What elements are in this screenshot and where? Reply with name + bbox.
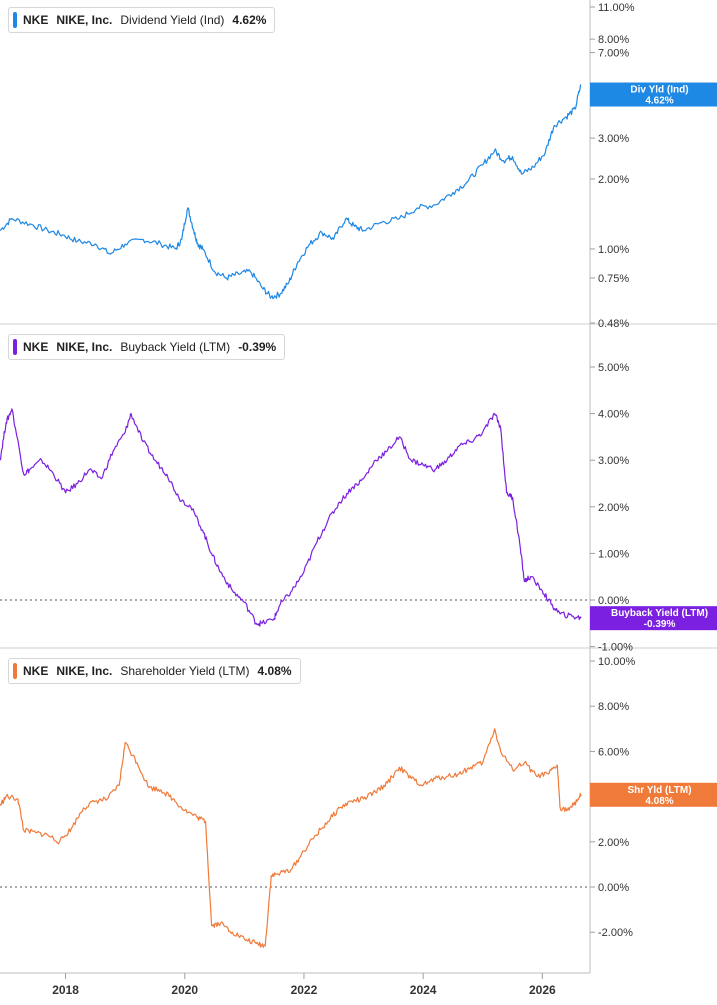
legend-ticker: NKE	[23, 340, 49, 354]
y-tick-label: 2.00%	[598, 174, 629, 186]
y-tick-label: 1.00%	[598, 244, 629, 256]
y-tick-label: 0.00%	[598, 595, 629, 607]
y-tick-label: -1.00%	[598, 642, 633, 654]
legend-metric: Dividend Yield (Ind)	[120, 13, 225, 27]
y-tick-label: 4.00%	[598, 409, 629, 421]
legend-buyback-yield[interactable]: NKE NIKE, Inc. Buyback Yield (LTM) -0.39…	[8, 334, 286, 360]
y-tick-label: 11.00%	[598, 2, 635, 14]
y-tick-label: 10.00%	[598, 656, 636, 668]
current-value-label	[590, 782, 717, 807]
legend-ticker: NKE	[23, 13, 49, 27]
x-tick-label: 2026	[529, 983, 556, 997]
x-tick-label: 2024	[410, 983, 437, 997]
legend-value: -0.39%	[238, 340, 277, 354]
y-tick-label: 6.00%	[598, 746, 629, 758]
y-tick-label: 1.00%	[598, 548, 629, 560]
x-tick-label: 2020	[171, 983, 198, 997]
current-value-label-value: 4.62%	[645, 96, 673, 107]
legend-metric: Shareholder Yield (LTM)	[120, 664, 250, 678]
current-value-label	[590, 82, 717, 107]
current-value-label-value: -0.39%	[644, 619, 676, 630]
y-tick-label: 0.00%	[598, 882, 629, 894]
x-tick-label: 2018	[52, 983, 79, 997]
series-line-2	[0, 728, 582, 948]
legend-dividend-yield[interactable]: NKE NIKE, Inc. Dividend Yield (Ind) 4.62…	[8, 7, 276, 33]
current-value-label-name: Div Yld (Ind)	[630, 85, 688, 96]
y-tick-label: 8.00%	[598, 701, 629, 713]
legend-value: 4.62%	[232, 13, 267, 27]
current-value-label-name: Buyback Yield (LTM)	[611, 608, 708, 619]
legend-swatch-shareholder	[13, 663, 17, 679]
legend-company: NIKE, Inc.	[56, 664, 113, 678]
legend-ticker: NKE	[23, 664, 49, 678]
y-tick-label: 0.48%	[598, 318, 629, 330]
series-line-0	[0, 84, 582, 300]
y-tick-label: 2.00%	[598, 837, 629, 849]
legend-swatch-buyback	[13, 339, 17, 355]
legend-value: 4.08%	[257, 664, 292, 678]
legend-shareholder-yield[interactable]: NKE NIKE, Inc. Shareholder Yield (LTM) 4…	[8, 658, 301, 684]
legend-company: NIKE, Inc.	[56, 340, 113, 354]
y-tick-label: 5.00%	[598, 362, 629, 374]
y-tick-label: -2.00%	[598, 927, 633, 939]
legend-swatch-dividend	[13, 12, 17, 28]
current-value-label-name: Shr Yld (LTM)	[627, 785, 691, 796]
y-tick-label: 8.00%	[598, 34, 629, 46]
legend-metric: Buyback Yield (LTM)	[120, 340, 231, 354]
y-tick-label: 0.75%	[598, 273, 629, 285]
current-value-label	[590, 606, 717, 631]
y-tick-label: 7.00%	[598, 48, 629, 60]
current-value-label-value: 4.08%	[645, 796, 673, 807]
legend-company: NIKE, Inc.	[56, 13, 113, 27]
x-tick-label: 2022	[291, 983, 318, 997]
y-tick-label: 3.00%	[598, 455, 629, 467]
series-line-1	[0, 408, 582, 627]
y-tick-label: 2.00%	[598, 502, 629, 514]
y-tick-label: 3.00%	[598, 133, 629, 145]
